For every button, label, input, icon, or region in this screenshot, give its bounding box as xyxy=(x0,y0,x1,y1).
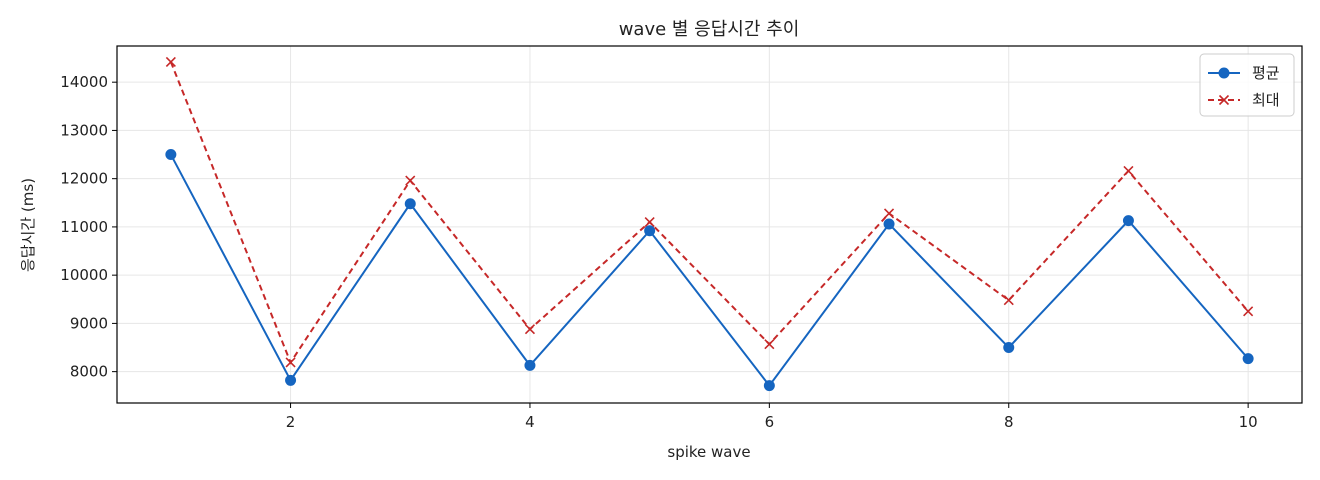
x-tick-label: 10 xyxy=(1239,413,1258,431)
marker-stroke xyxy=(285,357,296,368)
x-tick-label: 8 xyxy=(1004,413,1014,431)
y-tick-label: 13000 xyxy=(60,121,108,139)
marker-stroke xyxy=(165,56,176,67)
data-point xyxy=(1242,353,1254,365)
series-0 xyxy=(165,149,1254,392)
data-point xyxy=(1003,342,1015,354)
data-point xyxy=(883,208,895,219)
x-tick-label: 2 xyxy=(286,413,296,431)
plot-frame xyxy=(116,45,1303,404)
axes: 2 4 6 8 10 8000 9000 10000 11000 12000 13000 14000 xyxy=(60,45,1303,431)
y-tick-label: 12000 xyxy=(60,170,108,188)
series-group xyxy=(165,56,1254,392)
data-point xyxy=(165,149,177,161)
grid-lines xyxy=(117,46,1302,403)
marker-stroke xyxy=(764,339,775,350)
data-point xyxy=(1122,215,1134,227)
y-tick-label: 14000 xyxy=(60,73,108,91)
legend-box xyxy=(1199,53,1295,117)
data-point xyxy=(524,324,536,335)
legend-label: 최대 xyxy=(1252,91,1280,109)
y-tick-label: 11000 xyxy=(60,218,108,236)
data-point xyxy=(285,357,296,368)
data-point xyxy=(285,374,297,386)
series-1 xyxy=(165,56,1254,368)
marker-stroke xyxy=(644,217,655,228)
data-point xyxy=(524,359,536,371)
data-point xyxy=(1003,295,1014,306)
chart-title: wave 별 응답시간 추이 xyxy=(619,19,800,40)
y-tick-label: 9000 xyxy=(70,314,108,332)
marker-stroke xyxy=(1243,306,1254,317)
series-line xyxy=(169,61,1249,365)
x-tick-label: 6 xyxy=(765,413,775,431)
x-axis-label: spike wave xyxy=(667,443,750,461)
marker-stroke xyxy=(1218,94,1230,106)
y-tick-label: 10000 xyxy=(60,266,108,284)
data-point xyxy=(405,175,416,186)
legend-entry: 평균 xyxy=(1208,64,1280,82)
marker-stroke xyxy=(1123,165,1134,177)
data-point xyxy=(1123,165,1134,177)
y-axis-label: 응답시간 (ms) xyxy=(19,178,37,272)
data-point xyxy=(644,225,656,237)
data-point xyxy=(1243,306,1254,317)
data-point xyxy=(165,56,176,67)
y-tick-label: 8000 xyxy=(70,363,108,381)
legend-marker xyxy=(1218,94,1230,106)
legend-entry: 최대 xyxy=(1208,91,1280,109)
legend-marker xyxy=(1218,67,1230,79)
series-line xyxy=(169,154,1249,388)
marker-stroke xyxy=(883,208,895,219)
x-tick-label: 4 xyxy=(525,413,535,431)
data-point xyxy=(763,380,775,392)
data-point xyxy=(883,218,895,230)
marker-stroke xyxy=(1003,295,1014,306)
marker-stroke xyxy=(524,324,536,335)
marker-stroke xyxy=(405,175,416,186)
legend-label: 평균 xyxy=(1252,64,1280,82)
data-point xyxy=(644,217,655,228)
data-point xyxy=(764,339,775,350)
data-point xyxy=(404,198,416,210)
